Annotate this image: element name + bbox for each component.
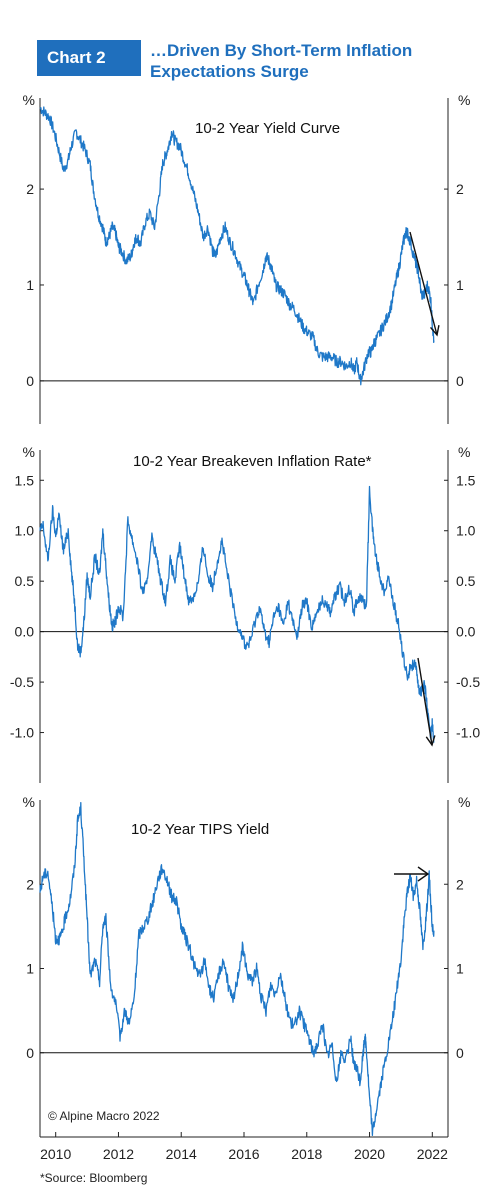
series-line	[39, 106, 435, 386]
unit-label-right: %	[458, 444, 470, 460]
y-tick-label-left: 0	[26, 373, 34, 389]
unit-label-right: %	[458, 794, 470, 810]
chart-panel-2: % % 1.5 1.5 1.0 1.0 0.5 0.5 0.0 0.0 -0.5 -0.5 -1.0 -1…	[10, 444, 480, 783]
x-tick-label: 2016	[228, 1146, 259, 1162]
y-tick-label-left: 0	[26, 1045, 34, 1061]
panel-title: 10-2 Year Breakeven Inflation Rate*	[133, 453, 372, 470]
y-tick-label-left: -1.0	[10, 725, 34, 741]
y-tick-label-right: 0.5	[456, 573, 476, 589]
trend-arrow-head	[417, 866, 430, 882]
unit-label-left: %	[23, 444, 35, 460]
panel-title: 10-2 Year TIPS Yield	[131, 821, 269, 838]
y-tick-label-left: -0.5	[10, 674, 34, 690]
x-tick-label: 2010	[40, 1146, 71, 1162]
chart-panel-1: % % 0 0 1 1 2 2 10-2 Year Yield Curve	[23, 92, 470, 424]
chart-panel-3: % % 0 0 1 1 2 2 10-2 Year TIPS Yield 2010 2012 2014…	[23, 794, 471, 1162]
trend-arrow-head	[425, 735, 436, 747]
y-tick-label-right: 0	[456, 1045, 464, 1061]
y-tick-label-left: 1	[26, 277, 34, 293]
y-tick-label-right: 2	[456, 876, 464, 892]
y-tick-label-right: 2	[456, 181, 464, 197]
y-tick-label-right: -0.5	[456, 674, 480, 690]
x-tick-label: 2022	[417, 1146, 448, 1162]
y-tick-label-right: 0	[456, 373, 464, 389]
x-tick-label: 2020	[354, 1146, 385, 1162]
chart-title: …Driven By Short-Term Inflation Expectat…	[150, 40, 480, 82]
unit-label-left: %	[23, 794, 35, 810]
copyright-label: © Alpine Macro 2022	[48, 1109, 160, 1123]
unit-label-left: %	[23, 92, 35, 108]
chart-number-badge: Chart 2	[37, 40, 141, 76]
y-tick-label-left: 1	[26, 961, 34, 977]
series-line	[39, 485, 435, 743]
y-tick-label-left: 1.0	[15, 523, 35, 539]
y-tick-label-left: 1.5	[15, 472, 35, 488]
trend-arrow-head	[429, 325, 440, 337]
panel-title: 10-2 Year Yield Curve	[195, 120, 340, 137]
chart-title-line-1: …Driven By Short-Term Inflation	[150, 41, 413, 60]
unit-label-right: %	[458, 92, 470, 108]
chart-title-line-2: Expectations Surge	[150, 62, 309, 81]
y-tick-label-right: 1.0	[456, 523, 476, 539]
y-tick-label-right: 1	[456, 277, 464, 293]
y-tick-label-right: -1.0	[456, 725, 480, 741]
y-tick-label-right: 1	[456, 961, 464, 977]
trend-arrow	[417, 657, 433, 746]
series-line	[39, 802, 435, 1137]
y-tick-label-left: 0.0	[15, 624, 35, 640]
y-tick-label-left: 0.5	[15, 573, 35, 589]
y-tick-label-left: 2	[26, 181, 34, 197]
x-tick-label: 2018	[291, 1146, 322, 1162]
y-tick-label-right: 1.5	[456, 472, 476, 488]
x-tick-label: 2012	[103, 1146, 134, 1162]
y-tick-label-left: 2	[26, 876, 34, 892]
trend-arrow	[409, 231, 438, 336]
y-tick-label-right: 0.0	[456, 624, 476, 640]
x-tick-label: 2014	[166, 1146, 197, 1162]
source-note: *Source: Bloomberg	[40, 1171, 148, 1185]
